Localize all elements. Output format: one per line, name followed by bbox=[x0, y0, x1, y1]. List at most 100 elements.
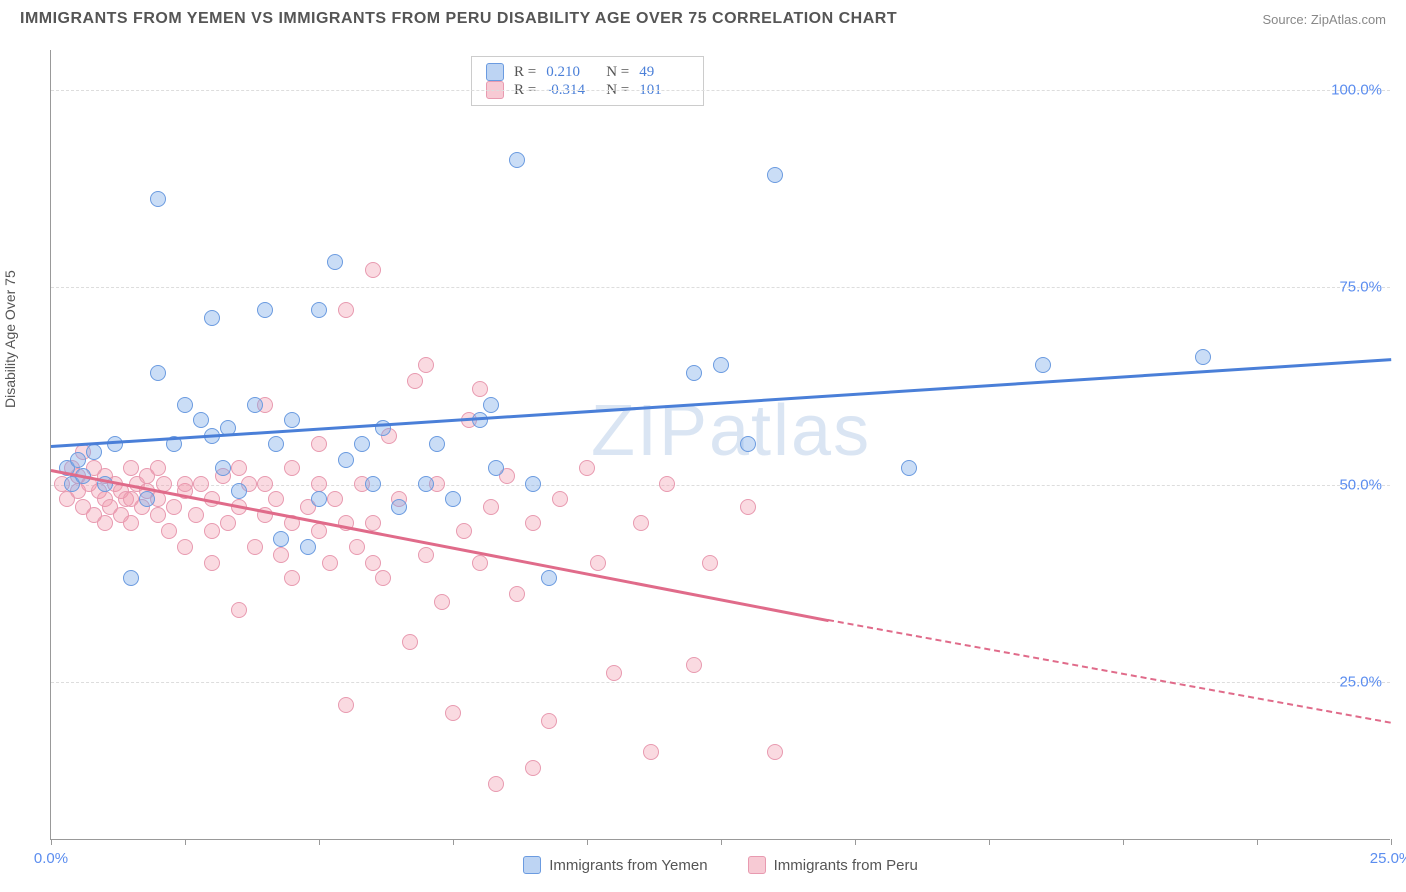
swatch-yemen-icon bbox=[486, 63, 504, 81]
scatter-point bbox=[483, 499, 499, 515]
scatter-point bbox=[193, 412, 209, 428]
chart-plot-area: ZIPatlas R = 0.210 N = 49 R = -0.314 N =… bbox=[50, 50, 1390, 840]
scatter-point bbox=[456, 523, 472, 539]
scatter-point bbox=[702, 555, 718, 571]
scatter-point bbox=[418, 476, 434, 492]
scatter-point bbox=[107, 436, 123, 452]
scatter-point bbox=[767, 744, 783, 760]
scatter-point bbox=[525, 515, 541, 531]
scatter-point bbox=[70, 452, 86, 468]
scatter-point bbox=[541, 713, 557, 729]
scatter-point bbox=[177, 539, 193, 555]
legend-label-peru: Immigrants from Peru bbox=[774, 857, 918, 874]
stats-row-yemen: R = 0.210 N = 49 bbox=[486, 63, 689, 81]
scatter-point bbox=[215, 460, 231, 476]
scatter-point bbox=[327, 491, 343, 507]
scatter-point bbox=[150, 507, 166, 523]
scatter-point bbox=[338, 452, 354, 468]
gridline bbox=[51, 90, 1390, 91]
scatter-point bbox=[284, 412, 300, 428]
scatter-point bbox=[541, 570, 557, 586]
scatter-point bbox=[659, 476, 675, 492]
r-label: R = bbox=[514, 64, 536, 81]
scatter-point bbox=[402, 634, 418, 650]
scatter-point bbox=[445, 491, 461, 507]
ytick-label: 75.0% bbox=[1339, 279, 1382, 296]
scatter-point bbox=[418, 547, 434, 563]
scatter-point bbox=[150, 460, 166, 476]
scatter-point bbox=[123, 570, 139, 586]
scatter-point bbox=[311, 436, 327, 452]
scatter-point bbox=[445, 705, 461, 721]
scatter-point bbox=[767, 167, 783, 183]
gridline bbox=[51, 682, 1390, 683]
scatter-point bbox=[273, 547, 289, 563]
scatter-point bbox=[686, 657, 702, 673]
scatter-point bbox=[311, 302, 327, 318]
scatter-point bbox=[525, 476, 541, 492]
gridline bbox=[51, 287, 1390, 288]
scatter-point bbox=[97, 515, 113, 531]
bottom-legend: Immigrants from Yemen Immigrants from Pe… bbox=[51, 856, 1390, 874]
scatter-point bbox=[713, 357, 729, 373]
chart-title: IMMIGRANTS FROM YEMEN VS IMMIGRANTS FROM… bbox=[20, 10, 897, 28]
scatter-point bbox=[193, 476, 209, 492]
scatter-point bbox=[150, 191, 166, 207]
xtick bbox=[989, 839, 990, 845]
scatter-point bbox=[177, 476, 193, 492]
scatter-point bbox=[407, 373, 423, 389]
scatter-point bbox=[300, 539, 316, 555]
trend-line bbox=[828, 619, 1391, 724]
scatter-point bbox=[247, 539, 263, 555]
ytick-label: 50.0% bbox=[1339, 476, 1382, 493]
scatter-point bbox=[204, 310, 220, 326]
scatter-point bbox=[268, 491, 284, 507]
scatter-point bbox=[590, 555, 606, 571]
correlation-stats-box: R = 0.210 N = 49 R = -0.314 N = 101 bbox=[471, 56, 704, 106]
scatter-point bbox=[579, 460, 595, 476]
xtick bbox=[1257, 839, 1258, 845]
scatter-point bbox=[740, 436, 756, 452]
scatter-point bbox=[633, 515, 649, 531]
scatter-point bbox=[257, 302, 273, 318]
scatter-point bbox=[150, 365, 166, 381]
xtick-label: 25.0% bbox=[1370, 850, 1406, 867]
scatter-point bbox=[375, 570, 391, 586]
scatter-point bbox=[483, 397, 499, 413]
scatter-point bbox=[434, 594, 450, 610]
scatter-point bbox=[472, 412, 488, 428]
scatter-point bbox=[311, 491, 327, 507]
scatter-point bbox=[349, 539, 365, 555]
scatter-point bbox=[509, 152, 525, 168]
scatter-point bbox=[166, 499, 182, 515]
scatter-point bbox=[247, 397, 263, 413]
xtick bbox=[721, 839, 722, 845]
scatter-point bbox=[365, 476, 381, 492]
xtick bbox=[587, 839, 588, 845]
scatter-point bbox=[311, 476, 327, 492]
scatter-point bbox=[231, 602, 247, 618]
scatter-point bbox=[231, 460, 247, 476]
xtick bbox=[855, 839, 856, 845]
ytick-label: 100.0% bbox=[1331, 81, 1382, 98]
scatter-point bbox=[273, 531, 289, 547]
xtick bbox=[51, 839, 52, 845]
scatter-point bbox=[365, 515, 381, 531]
scatter-point bbox=[488, 460, 504, 476]
scatter-point bbox=[220, 515, 236, 531]
xtick-label: 0.0% bbox=[34, 850, 68, 867]
scatter-point bbox=[231, 483, 247, 499]
scatter-point bbox=[123, 460, 139, 476]
scatter-point bbox=[472, 555, 488, 571]
scatter-point bbox=[123, 491, 139, 507]
scatter-point bbox=[354, 436, 370, 452]
y-axis-label: Disability Age Over 75 bbox=[2, 270, 18, 408]
scatter-point bbox=[418, 357, 434, 373]
swatch-yemen-icon bbox=[523, 856, 541, 874]
scatter-point bbox=[391, 499, 407, 515]
scatter-point bbox=[472, 381, 488, 397]
scatter-point bbox=[268, 436, 284, 452]
scatter-point bbox=[284, 570, 300, 586]
scatter-point bbox=[177, 397, 193, 413]
xtick bbox=[1123, 839, 1124, 845]
